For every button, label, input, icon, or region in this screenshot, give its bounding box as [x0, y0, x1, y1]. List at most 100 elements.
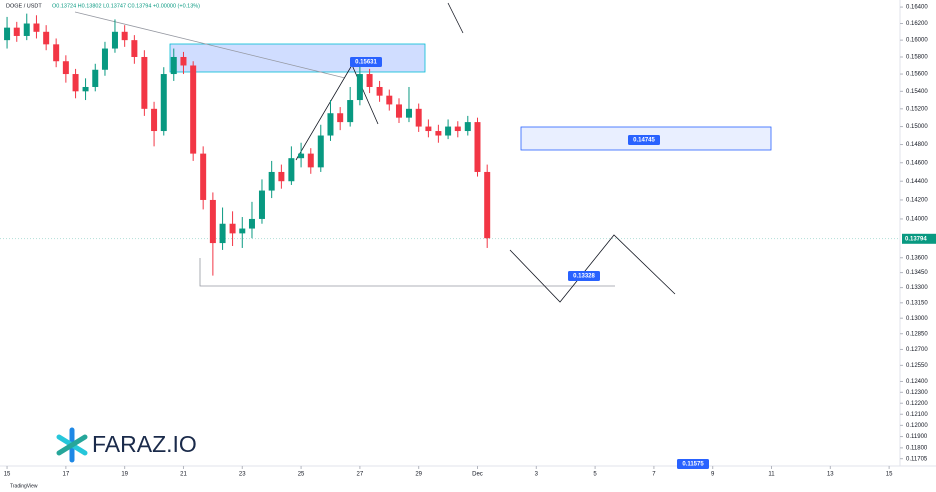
annotation-label: 0.13328: [573, 274, 595, 280]
y-tick-label: 0.11900: [906, 434, 928, 440]
logo-icon: [56, 427, 88, 463]
annotation-box: [628, 135, 660, 145]
candle-body: [229, 223, 236, 234]
candle-body: [356, 74, 363, 101]
candle-body: [268, 171, 275, 191]
x-tick-label: 25: [298, 472, 305, 478]
y-tick-label: 0.11705: [906, 456, 928, 462]
candle-body: [425, 126, 432, 132]
y-tick-label: 0.12850: [906, 331, 928, 337]
annotation-label: 0.11575: [682, 462, 704, 468]
y-tick-label: 0.15200: [906, 106, 928, 112]
candle-body: [101, 48, 108, 70]
candle-body: [53, 44, 60, 62]
y-tick-label: 0.13000: [906, 316, 928, 322]
x-tick-label: 23: [239, 472, 246, 478]
y-tick-label: 0.15800: [906, 55, 928, 61]
y-tick-label: 0.13450: [906, 270, 928, 276]
candle-body: [288, 158, 295, 182]
candle-body: [151, 108, 158, 132]
x-tick-label: 5: [593, 472, 597, 478]
logo: FARAZ.IO: [56, 427, 197, 463]
candle-body: [337, 113, 344, 123]
annotation-label: 0.15631: [355, 60, 377, 66]
x-tick-label: 17: [63, 472, 70, 478]
y-tick-label: 0.12000: [906, 423, 928, 429]
candle-body: [239, 228, 246, 234]
candle-body: [317, 135, 324, 168]
x-tick-label: 13: [827, 472, 834, 478]
projection: [509, 234, 676, 303]
candle-body: [386, 95, 393, 105]
y-tick-label: 0.12200: [906, 401, 928, 407]
y-tick-label: 0.16200: [906, 21, 928, 27]
candle-body: [454, 126, 461, 132]
y-tick-label: 0.12300: [906, 390, 928, 396]
candle-body: [43, 31, 50, 45]
symbol: DOGE / USDT: [6, 3, 42, 9]
x-tick-label: 9: [711, 472, 715, 478]
y-tick-label: 0.12550: [906, 363, 928, 369]
watermark: FARAZ.IO: [92, 431, 197, 457]
x-tick-label: Dec: [472, 472, 483, 478]
arrow: [447, 2, 464, 34]
y-tick-label: 0.16400: [906, 5, 928, 11]
candle-body: [62, 61, 69, 75]
y-tick-label: 0.12400: [906, 379, 928, 385]
candle-body: [23, 23, 30, 36]
candle-body: [92, 69, 99, 87]
candle-body: [248, 218, 255, 229]
candle-body: [435, 131, 442, 136]
candle-body: [366, 74, 373, 87]
y-tick-label: 0.14400: [906, 179, 928, 185]
candle-body: [395, 104, 402, 118]
candle-body: [219, 223, 226, 244]
candle-body: [464, 122, 471, 132]
candle-body: [484, 171, 491, 239]
x-tick-label: 21: [180, 472, 187, 478]
candle-body: [121, 31, 128, 41]
support-line: [199, 258, 615, 287]
candle-body: [111, 31, 118, 49]
x-tick-label: 19: [121, 472, 128, 478]
x-tick-label: 11: [768, 472, 775, 478]
y-tick-label: 0.12100: [906, 412, 928, 418]
y-tick-label: 0.16000: [906, 38, 928, 44]
x-tick-label: 3: [535, 472, 539, 478]
y-tick-label: 0.14800: [906, 142, 928, 148]
candle-body: [376, 86, 383, 96]
supply-zone: [169, 43, 426, 73]
candle-body: [327, 113, 334, 136]
y-tick-label: 0.12700: [906, 347, 928, 353]
x-tick-label: 7: [652, 472, 656, 478]
trend-line: [74, 11, 346, 79]
y-tick-label: 0.13150: [906, 300, 928, 306]
candle-body: [209, 199, 216, 244]
y-tick-label: 0.11800: [906, 445, 928, 451]
y-tick-label: 0.14600: [906, 160, 928, 166]
y-tick-label: 0.15600: [906, 72, 928, 78]
candle-body: [445, 126, 452, 136]
annotation-label: 0.14745: [633, 138, 655, 144]
annotation-box: [350, 57, 382, 67]
y-tick-label: 0.13300: [906, 285, 928, 291]
annotation-box: [568, 271, 600, 281]
candle-body: [278, 171, 285, 182]
candle-body: [180, 56, 187, 66]
current-price-label: 0.13794: [905, 236, 927, 242]
footer: TradingView: [10, 483, 38, 489]
candle-body: [415, 108, 422, 127]
current-price-tag: [902, 233, 936, 244]
candle-body: [298, 153, 305, 159]
y-tick-label: 0.14200: [906, 198, 928, 204]
candle-body: [258, 190, 265, 219]
candle-body: [131, 40, 138, 57]
candle-body: [347, 100, 354, 123]
candle-body: [82, 86, 89, 92]
candle-body: [405, 108, 412, 118]
candle-body: [4, 27, 11, 41]
candle-body: [474, 122, 481, 172]
x-tick-label: 29: [415, 472, 422, 478]
